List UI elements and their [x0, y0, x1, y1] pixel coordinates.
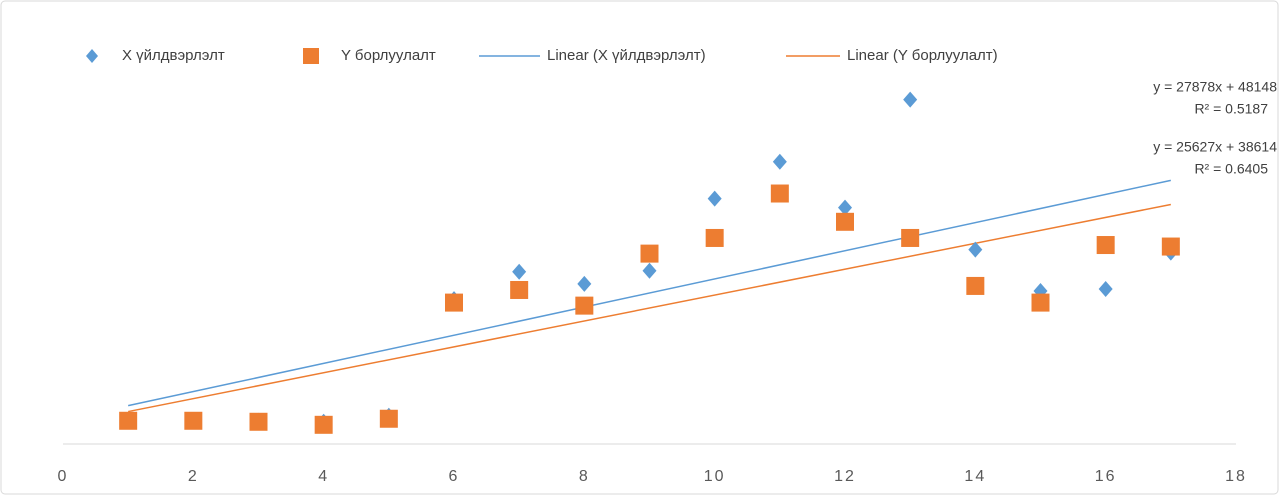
marker-diamond: [1098, 280, 1113, 297]
trendline-r2: R² = 0.5187: [1194, 101, 1268, 117]
marker-square: [119, 411, 138, 430]
x-tick-label: 16: [1095, 468, 1117, 485]
trendline: [128, 203, 1171, 413]
marker-square: [314, 415, 333, 434]
legend-label: X үйлдвэрлэлт: [122, 47, 225, 64]
marker-square: [184, 411, 203, 430]
marker-square: [249, 412, 268, 431]
marker-square: [1031, 293, 1050, 312]
marker-square: [770, 184, 789, 203]
marker-square: [510, 280, 529, 299]
marker-square: [901, 228, 920, 247]
x-tick-label: 6: [449, 468, 460, 485]
x-tick-label: 0: [58, 468, 69, 485]
marker-diamond: [838, 199, 852, 216]
marker-square: [966, 276, 985, 295]
x-tick-label: 4: [318, 468, 329, 485]
marker-diamond: [577, 275, 592, 292]
legend-marker: [303, 48, 319, 64]
marker-square: [575, 296, 594, 315]
x-tick-label: 12: [834, 468, 856, 485]
x-tick-label: 2: [188, 468, 199, 485]
marker-diamond: [903, 91, 918, 108]
trendline-r2: R² = 0.6405: [1194, 161, 1268, 177]
marker-square: [445, 293, 463, 312]
marker-diamond: [642, 262, 657, 279]
marker-square: [1161, 237, 1180, 256]
marker-square: [379, 409, 398, 428]
x-tick-label: 10: [704, 468, 726, 485]
marker-square: [640, 244, 659, 263]
marker-square: [705, 228, 724, 247]
x-tick-label: 18: [1225, 468, 1247, 485]
legend-label: Y борлуулалт: [341, 47, 436, 64]
trendline-equation: y = 27878x + 48148: [1153, 79, 1277, 95]
legend-marker: [86, 49, 98, 63]
trendline-equation: y = 25627x + 38614: [1153, 139, 1277, 155]
marker-square: [1096, 236, 1115, 255]
trendline: [128, 179, 1171, 407]
marker-diamond: [772, 153, 787, 170]
x-tick-label: 14: [964, 468, 986, 485]
legend-label: Linear (Y борлуулалт): [847, 47, 998, 64]
x-tick-label: 8: [579, 468, 590, 485]
marker-diamond: [707, 190, 722, 207]
marker-diamond: [512, 263, 527, 280]
marker-square: [836, 212, 854, 231]
marker-diamond: [968, 241, 983, 258]
legend-label: Linear (X үйлдвэрлэлт): [547, 47, 706, 64]
